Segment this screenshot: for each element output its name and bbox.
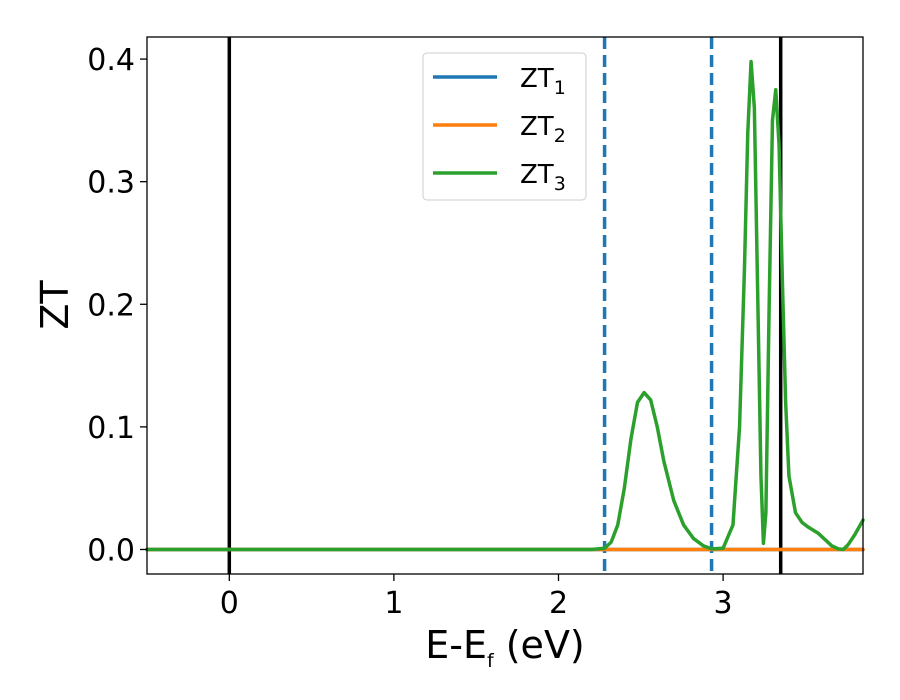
legend-frame — [422, 52, 587, 201]
y-tick-label: 0.2 — [87, 288, 135, 323]
y-tick-label: 0.1 — [87, 411, 135, 446]
y-tick-label: 0.4 — [87, 43, 135, 78]
x-tick-label: 3 — [714, 586, 733, 621]
x-tick-label: 2 — [549, 586, 568, 621]
plot-frame — [146, 36, 864, 575]
x-axis-ticks: 0 1 2 3 — [220, 574, 733, 621]
reference-lines — [227, 37, 783, 574]
legend-label-1: ZT1 — [520, 64, 566, 99]
y-axis-title: ZT — [33, 280, 77, 330]
x-tick-label: 1 — [384, 586, 403, 621]
x-axis-title: E-Ef (eV) — [425, 623, 585, 672]
y-axis-ticks: 0.0 0.1 0.2 0.3 0.4 — [87, 43, 147, 568]
y-tick-label: 0.3 — [87, 166, 135, 201]
y-tick-label: 0.0 — [87, 533, 135, 568]
legend-label-2: ZT2 — [520, 112, 566, 147]
legend: ZT1 ZT2 ZT3 — [422, 52, 587, 201]
series-lines — [145, 59, 865, 552]
legend-label-3: ZT3 — [520, 160, 566, 195]
series-line-3 — [145, 59, 865, 552]
x-tick-label: 0 — [220, 586, 239, 621]
